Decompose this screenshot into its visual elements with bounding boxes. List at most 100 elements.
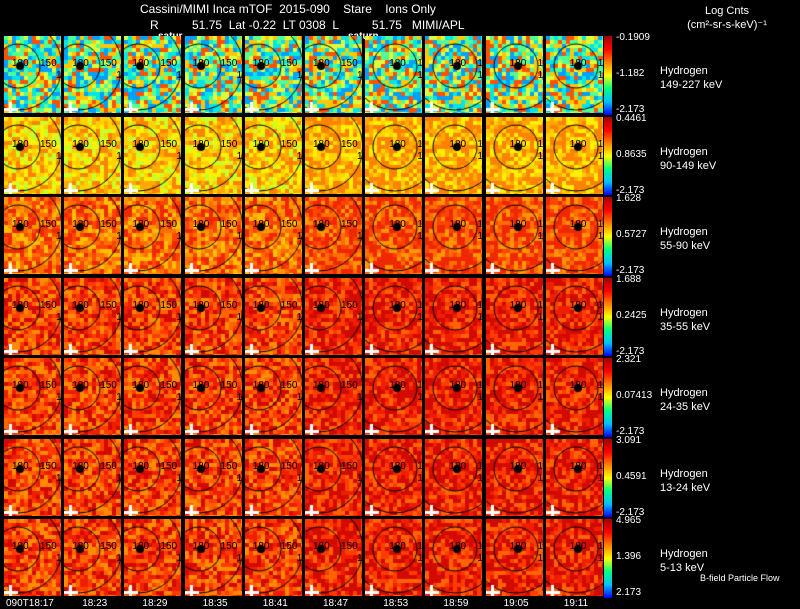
contour-label: 180 bbox=[313, 380, 330, 391]
contour-label: 180 bbox=[252, 219, 270, 230]
angular-image-cell bbox=[124, 358, 183, 436]
angular-image-cell bbox=[365, 116, 424, 195]
contour-label: 180 bbox=[569, 219, 587, 230]
contour-label: 150 bbox=[40, 299, 57, 311]
contour-label: 180 bbox=[252, 299, 270, 311]
contour-label: 180 bbox=[509, 299, 527, 311]
angular-image-cell bbox=[4, 116, 62, 195]
energy-range-label: 5-13 keV bbox=[660, 562, 705, 574]
contour-label: 150 bbox=[100, 541, 117, 552]
contour-label: 150 bbox=[40, 541, 57, 552]
angular-image-cell bbox=[244, 358, 303, 436]
contour-label: 150 bbox=[280, 58, 298, 69]
contour-label: 180 bbox=[192, 58, 210, 69]
contour-label: 150 bbox=[280, 380, 298, 391]
colorbar-min-label: 2.173 bbox=[616, 587, 642, 598]
species-label: Hydrogen bbox=[660, 145, 708, 158]
contour-label: 150 bbox=[341, 138, 358, 150]
angular-image-cell bbox=[365, 277, 424, 356]
time-tick-label: 18:35 bbox=[202, 598, 228, 609]
angular-image-cell bbox=[545, 36, 604, 114]
angular-image-cell bbox=[124, 519, 183, 597]
contour-label: 150 bbox=[40, 460, 57, 472]
angular-image-cell bbox=[485, 438, 544, 517]
angular-image-cell bbox=[184, 116, 243, 195]
angular-image-cell bbox=[64, 358, 123, 436]
colorbar-max-label: 4.965 bbox=[616, 515, 642, 526]
angular-image-cell bbox=[124, 277, 183, 356]
contour-label: 180 bbox=[132, 58, 150, 69]
contour-label: 180 bbox=[252, 541, 270, 552]
contour-label: 150 bbox=[341, 541, 358, 552]
contour-label: 150 bbox=[220, 138, 238, 150]
angular-image-cell bbox=[244, 519, 303, 597]
time-tick-label: 18:59 bbox=[443, 598, 469, 609]
energy-range-label: 149-227 keV bbox=[660, 79, 723, 91]
contour-label: 180 bbox=[389, 299, 406, 311]
angular-image-cell bbox=[425, 116, 484, 195]
contour-label: 150 bbox=[40, 380, 57, 391]
species-label: Hydrogen bbox=[660, 226, 708, 238]
angular-image-cell bbox=[545, 116, 604, 195]
colorbar bbox=[604, 358, 612, 437]
contour-label: 150 bbox=[160, 219, 178, 230]
contour-label: 180 bbox=[12, 380, 29, 391]
contour-label: 150 bbox=[40, 138, 57, 150]
angular-image-cell bbox=[485, 116, 544, 195]
colorbar bbox=[604, 197, 612, 276]
contour-label: 150 bbox=[280, 299, 298, 311]
energy-channel-label: Hydrogen 149-227 keV bbox=[660, 64, 722, 92]
angular-image-cell bbox=[4, 438, 62, 517]
angular-image-cell bbox=[425, 438, 484, 517]
contour-label: 180 bbox=[389, 460, 406, 472]
contour-label: 180 bbox=[313, 299, 330, 311]
contour-label: 180 bbox=[252, 460, 270, 472]
angular-image-cell bbox=[305, 116, 363, 195]
contour-label: 150 bbox=[40, 58, 57, 69]
contour-label: 150 bbox=[100, 58, 117, 69]
contour-label: 180 bbox=[192, 460, 210, 472]
contour-label: 180 bbox=[449, 541, 467, 552]
contour-label: 180 bbox=[449, 299, 467, 311]
contour-label: 180 bbox=[132, 460, 150, 472]
contour-label: 180 bbox=[12, 460, 29, 472]
angular-image-cell bbox=[64, 277, 123, 356]
contour-label: 180 bbox=[313, 460, 330, 472]
contour-label: 150 bbox=[280, 138, 298, 150]
contour-label: 150 bbox=[100, 138, 117, 150]
angular-image-cell bbox=[305, 438, 363, 517]
colorbar-min-label: -2.173 bbox=[616, 184, 645, 196]
colorbar-min-label: -2.173 bbox=[616, 506, 645, 518]
energy-channel-label: Hydrogen 90-149 keV bbox=[660, 145, 716, 173]
contour-label: 180 bbox=[132, 299, 150, 311]
angular-image-cell bbox=[365, 519, 424, 597]
angular-image-cell bbox=[545, 197, 604, 275]
colorbar-min-label: -2.173 bbox=[616, 426, 645, 437]
contour-label: 180 bbox=[72, 58, 89, 69]
colorbar-max-label: 2.321 bbox=[616, 354, 642, 365]
contour-label: 180 bbox=[12, 541, 29, 552]
contour-label: 180 bbox=[449, 138, 467, 150]
contour-label: 150 bbox=[280, 219, 298, 230]
energy-range-label: 90-149 keV bbox=[660, 159, 717, 172]
angular-image-cell bbox=[4, 358, 62, 436]
energy-channel-label: Hydrogen 5-13 keV bbox=[660, 547, 708, 575]
contour-label: 150 bbox=[100, 299, 117, 311]
colorbar-min-label: -2.173 bbox=[616, 265, 645, 276]
contour-label: 180 bbox=[449, 219, 467, 230]
colorbar-max-label: 3.091 bbox=[616, 434, 642, 446]
contour-label: 180 bbox=[449, 58, 467, 69]
colorbar-mid-label: 0.07413 bbox=[616, 390, 653, 401]
colorbar bbox=[604, 438, 612, 517]
contour-label: 180 bbox=[389, 541, 406, 552]
angular-image-cell bbox=[365, 36, 424, 114]
energy-range-label: 35-55 keV bbox=[660, 320, 711, 333]
angular-image-cell bbox=[124, 197, 183, 275]
energy-channel-label: Hydrogen 35-55 keV bbox=[660, 306, 710, 334]
colorbar bbox=[604, 116, 612, 195]
angular-image-cell bbox=[64, 197, 123, 275]
contour-label: 180 bbox=[132, 541, 150, 552]
colorbar bbox=[604, 277, 612, 356]
angular-image-cell bbox=[365, 197, 424, 275]
contour-label: 180 bbox=[132, 380, 150, 391]
